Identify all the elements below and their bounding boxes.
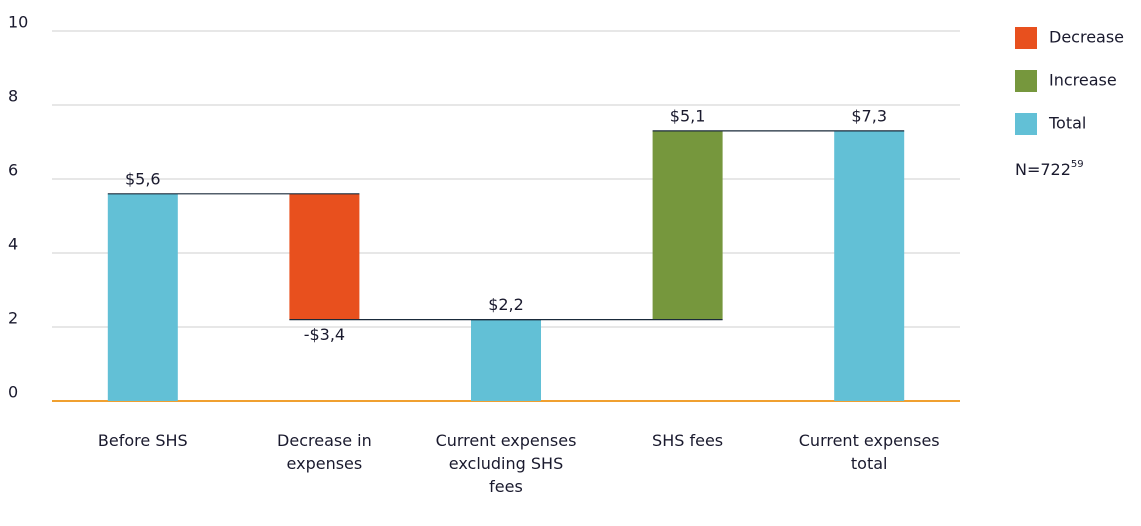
- value-label: $5,1: [670, 106, 706, 125]
- value-label: $7,3: [851, 106, 887, 125]
- y-tick-label: 2: [8, 309, 18, 328]
- y-tick-label: 10: [8, 13, 28, 32]
- bar: [471, 319, 541, 401]
- value-label: $5,6: [125, 169, 161, 188]
- bar: [834, 130, 905, 401]
- x-tick-label: Before SHS: [97, 431, 188, 450]
- legend-label: Total: [1048, 114, 1086, 133]
- legend-swatch: [1015, 113, 1037, 135]
- value-label: $2,2: [488, 295, 524, 314]
- legend-swatch: [1015, 70, 1037, 92]
- legend-label: Decrease: [1049, 28, 1124, 47]
- bar: [289, 193, 360, 320]
- x-tick-label: Current expenses total: [798, 431, 940, 473]
- y-tick-label: 8: [8, 87, 18, 106]
- legend-swatch: [1015, 27, 1037, 49]
- x-tick-label: Current expenses excluding SHS fees: [435, 431, 577, 496]
- legend-label: Increase: [1049, 71, 1117, 90]
- x-tick-label: Decrease in expenses: [277, 431, 372, 473]
- note-sup: 59: [1071, 159, 1084, 170]
- value-label: -$3,4: [304, 325, 345, 344]
- note-text: N=722: [1015, 160, 1071, 179]
- bar: [652, 130, 723, 320]
- y-tick-label: 0: [8, 383, 18, 402]
- note: N=72259: [1015, 159, 1084, 179]
- bar: [107, 193, 178, 401]
- x-tick-label: SHS fees: [652, 431, 724, 450]
- y-tick-label: 4: [8, 235, 18, 254]
- y-tick-label: 6: [8, 161, 18, 180]
